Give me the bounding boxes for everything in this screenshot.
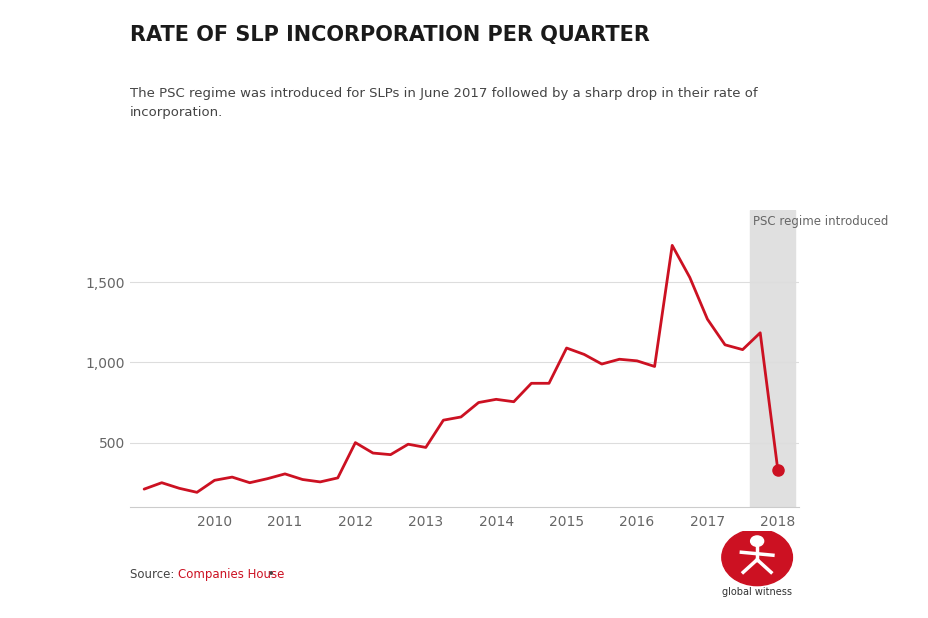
Bar bbox=[749, 210, 794, 507]
Text: global witness: global witness bbox=[721, 587, 792, 597]
Text: PSC regime introduced: PSC regime introduced bbox=[753, 215, 887, 228]
Text: Companies House: Companies House bbox=[178, 568, 285, 581]
Text: RATE OF SLP INCORPORATION PER QUARTER: RATE OF SLP INCORPORATION PER QUARTER bbox=[130, 25, 650, 44]
Text: •: • bbox=[264, 568, 274, 581]
Circle shape bbox=[750, 536, 763, 546]
Circle shape bbox=[721, 529, 792, 586]
Text: The PSC regime was introduced for SLPs in June 2017 followed by a sharp drop in : The PSC regime was introduced for SLPs i… bbox=[130, 87, 757, 119]
Text: Source:: Source: bbox=[130, 568, 178, 581]
